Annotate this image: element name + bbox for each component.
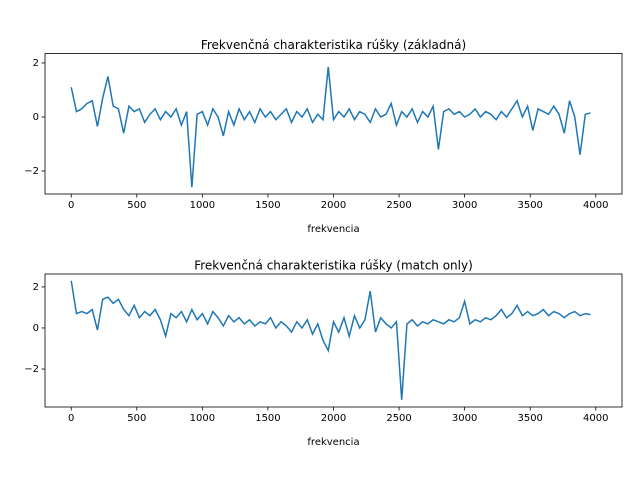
x-tick-label: 4000 (583, 200, 608, 211)
x-tick-label: 1000 (190, 200, 215, 211)
axes-frame (44, 273, 623, 408)
x-tick-label: 3500 (517, 200, 542, 211)
y-tick-label: −2 (24, 166, 39, 177)
y-tick-label: 2 (33, 282, 39, 293)
x-tick-label: 3000 (452, 200, 477, 211)
axes-frame (44, 53, 623, 195)
x-tick-label: 500 (127, 200, 146, 211)
x-tick-label: 2500 (386, 200, 411, 211)
data-line (70, 280, 591, 400)
x-tick-label: 2000 (321, 413, 346, 424)
y-tick-label: 2 (33, 58, 39, 69)
chart-title: Frekvenčná charakteristika rúšky (match … (194, 259, 473, 273)
x-tick-label: 1500 (255, 413, 280, 424)
data-line (70, 66, 591, 188)
x-axis-label: frekvencia (307, 224, 359, 235)
y-tick-label: 0 (33, 112, 39, 123)
x-tick-label: 2000 (321, 200, 346, 211)
x-tick-label: 0 (68, 200, 74, 211)
x-tick-label: 500 (127, 413, 146, 424)
x-tick-label: 2500 (386, 413, 411, 424)
x-tick-label: 1500 (255, 200, 280, 211)
y-tick-label: 0 (33, 323, 39, 334)
x-tick-label: 3500 (517, 413, 542, 424)
x-tick-label: 3000 (452, 413, 477, 424)
y-tick-label: −2 (24, 364, 39, 375)
x-tick-label: 0 (68, 413, 74, 424)
chart-title: Frekvenčná charakteristika rúšky (základ… (201, 38, 466, 52)
x-axis-label: frekvencia (307, 437, 359, 448)
x-tick-label: 4000 (583, 413, 608, 424)
x-tick-label: 1000 (190, 413, 215, 424)
